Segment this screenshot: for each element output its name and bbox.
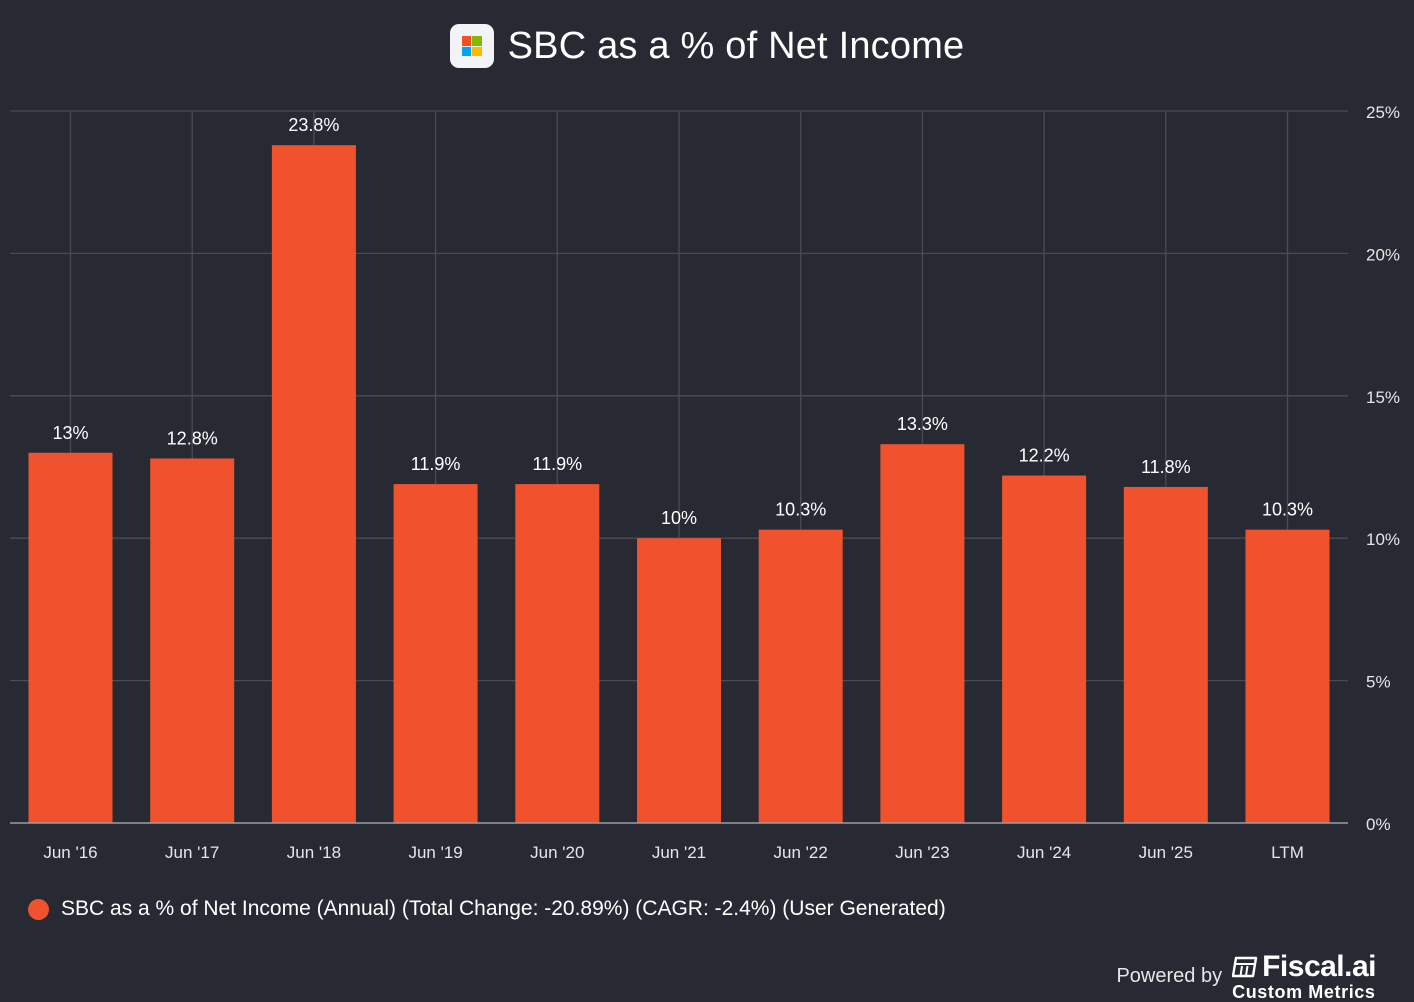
data-label: 12.2% (1019, 446, 1070, 466)
powered-by-footer[interactable]: Powered by Fiscal.ai Custom Metrics (1116, 952, 1376, 1002)
bar (271, 145, 356, 823)
y-tick-label: 0% (1366, 815, 1391, 834)
chart-title: SBC as a % of Net Income (507, 24, 965, 67)
x-tick-label: Jun '19 (408, 843, 462, 862)
y-tick-label: 20% (1366, 245, 1400, 264)
bar (150, 458, 235, 823)
bar (28, 452, 113, 823)
x-tick-label: Jun '25 (1139, 843, 1193, 862)
data-label: 11.9% (411, 454, 461, 474)
y-tick-label: 5% (1366, 673, 1391, 692)
legend-label: SBC as a % of Net Income (Annual) (Total… (61, 897, 946, 920)
x-tick-label: Jun '16 (43, 843, 97, 862)
fiscal-brand: Fiscal.ai Custom Metrics (1232, 952, 1376, 1001)
data-label: 12.8% (167, 428, 218, 448)
y-tick-label: 10% (1366, 530, 1400, 549)
logo-square-red (461, 36, 472, 46)
data-label: 23.8% (288, 115, 339, 135)
data-label: 13% (52, 423, 88, 443)
data-label: 10.3% (775, 500, 826, 520)
microsoft-logo-icon (449, 24, 494, 68)
x-tick-label: Jun '22 (774, 843, 828, 862)
bar-chart: 0% 5% 10% 15% 20% 25% 13% Jun '16 12.8% Jun '17 23… (10, 103, 1400, 862)
x-tick-label: Jun '18 (287, 843, 341, 862)
bar (1002, 475, 1087, 823)
data-label: 11.8% (1141, 457, 1191, 477)
brand-subtitle: Custom Metrics (1232, 982, 1376, 1002)
data-label: 10% (661, 508, 697, 528)
bar (637, 538, 721, 823)
y-tick-label: 15% (1366, 388, 1400, 407)
x-tick-label: Jun '20 (530, 843, 584, 862)
data-label: 13.3% (897, 414, 948, 434)
bar (393, 484, 478, 823)
bar (1245, 529, 1330, 823)
x-tick-label: Jun '21 (652, 843, 706, 862)
bar (1123, 486, 1208, 823)
data-label: 10.3% (1262, 500, 1313, 520)
x-tick-label: Jun '24 (1017, 843, 1071, 862)
bar (758, 529, 843, 823)
x-tick-label: LTM (1271, 843, 1304, 862)
data-label: 11.9% (532, 454, 582, 474)
x-tick-label: Jun '23 (895, 843, 949, 862)
y-tick-label: 25% (1366, 103, 1400, 122)
fiscal-logo-icon (1232, 956, 1258, 978)
bar (880, 444, 965, 823)
chart-header: SBC as a % of Net Income (0, 24, 1414, 68)
legend-marker (28, 898, 49, 920)
powered-by-label: Powered by (1116, 965, 1223, 987)
logo-square-green (472, 36, 482, 46)
bar (515, 484, 600, 823)
legend[interactable]: SBC as a % of Net Income (Annual) (Total… (28, 897, 946, 921)
x-tick-label: Jun '17 (165, 843, 219, 862)
logo-square-blue (461, 46, 472, 56)
logo-square-yellow (472, 46, 482, 56)
brand-name: Fiscal.ai (1262, 950, 1376, 983)
